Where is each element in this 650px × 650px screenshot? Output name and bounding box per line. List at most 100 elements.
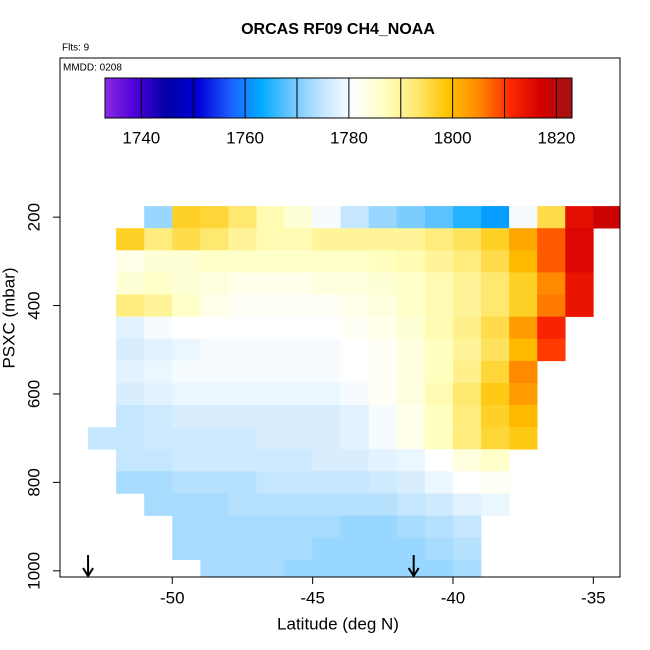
heatmap-cell <box>452 471 482 494</box>
heatmap-cell <box>228 405 257 428</box>
heatmap-cell <box>509 316 538 340</box>
heatmap-cell <box>312 206 342 229</box>
heatmap-cell <box>200 382 229 406</box>
heatmap-cell <box>424 228 454 251</box>
heatmap-cell <box>424 382 454 406</box>
heatmap-cell <box>368 316 398 340</box>
heatmap-cell <box>228 449 257 472</box>
heatmap-cell <box>396 206 426 229</box>
heatmap-cell <box>284 559 313 577</box>
heatmap-cell <box>537 206 566 229</box>
heatmap-cell <box>481 449 510 472</box>
heatmap-cell <box>368 228 398 251</box>
heatmap-cell <box>340 537 370 561</box>
chart-title: ORCAS RF09 CH4_NOAA <box>241 21 435 38</box>
heatmap-cell <box>228 515 257 538</box>
y-tick-label: 600 <box>24 380 43 408</box>
heatmap-cell <box>481 405 510 428</box>
heatmap-cell <box>452 338 482 362</box>
heatmap-cell <box>256 382 285 406</box>
heatmap-cell <box>452 294 482 317</box>
colorbar <box>104 77 573 119</box>
heatmap-cell <box>537 272 566 295</box>
heatmap-cell <box>88 427 117 450</box>
heatmap-cell <box>340 515 370 538</box>
heatmap-cell <box>172 382 201 406</box>
heatmap-cell <box>172 537 201 561</box>
heatmap-cell <box>509 360 538 384</box>
heatmap-cell <box>284 228 313 251</box>
heatmap-cell <box>172 449 201 472</box>
heatmap-cell <box>144 360 173 384</box>
heatmap-cell <box>452 537 482 561</box>
heatmap-cell <box>256 338 285 362</box>
heatmap-cell <box>396 515 426 538</box>
heatmap-cell <box>452 515 482 538</box>
heatmap-cell <box>537 294 566 317</box>
heatmap-cell <box>284 338 313 362</box>
arrow-head <box>82 567 94 578</box>
heatmap-cell <box>312 250 342 273</box>
x-tick-label: -50 <box>160 588 185 607</box>
heatmap-cell <box>312 471 342 494</box>
heatmap-cell <box>284 471 313 494</box>
heatmap-cell <box>228 206 257 229</box>
heatmap-cell <box>340 250 370 273</box>
heatmap-cell <box>481 206 510 229</box>
heatmap-cell <box>172 493 201 516</box>
heatmap-cell <box>228 360 257 384</box>
heatmap-cell <box>200 272 229 295</box>
heatmap-cell <box>172 515 201 538</box>
heatmap-cell <box>452 360 482 384</box>
heatmap-cell <box>116 316 145 340</box>
heatmap-cell <box>200 316 229 340</box>
heatmap-cell <box>116 405 145 428</box>
heatmap-cell <box>256 449 285 472</box>
heatmap-cell <box>228 294 257 317</box>
heatmap-cell <box>396 405 426 428</box>
heatmap-cell <box>256 537 285 561</box>
heatmap-cell <box>116 471 145 494</box>
heatmap-cell <box>228 338 257 362</box>
heatmap-cell <box>368 449 398 472</box>
heatmap-cell <box>452 427 482 450</box>
heatmap-cell <box>256 228 285 251</box>
heatmap-cell <box>200 294 229 317</box>
heatmap-cell <box>228 382 257 406</box>
heatmap-cell <box>312 316 342 340</box>
heatmap-cell <box>537 316 566 340</box>
heatmap-cell <box>396 360 426 384</box>
heatmap-cell <box>116 449 145 472</box>
heatmap-cell <box>256 493 285 516</box>
heatmap-cell <box>340 316 370 340</box>
heatmap-cell <box>312 272 342 295</box>
heatmap-cell <box>144 316 173 340</box>
heatmap-cell <box>200 228 229 251</box>
heatmap-cell <box>256 405 285 428</box>
heatmap-cell <box>452 206 482 229</box>
heatmap-cell <box>284 493 313 516</box>
heatmap-cell <box>200 338 229 362</box>
heatmap-cell <box>116 427 145 450</box>
heatmap-cell <box>424 471 454 494</box>
heatmap-cell <box>172 250 201 273</box>
heatmap-cell <box>116 228 145 251</box>
y-tick-label: 400 <box>24 291 43 319</box>
heatmap-cell <box>172 471 201 494</box>
heatmap-cell <box>424 449 454 472</box>
heatmap-cell <box>200 559 229 577</box>
heatmap-cell <box>368 471 398 494</box>
heatmap-cell <box>396 493 426 516</box>
heatmap-cell <box>396 559 426 577</box>
heatmap-cell <box>424 294 454 317</box>
heatmap-cell <box>284 250 313 273</box>
heatmap-cell <box>256 515 285 538</box>
heatmap-cell <box>312 360 342 384</box>
heatmap-cell <box>368 405 398 428</box>
heatmap-cell <box>144 272 173 295</box>
colorbar-tick-label: 1740 <box>122 128 160 147</box>
heatmap-cell <box>424 427 454 450</box>
heatmap-cell <box>368 206 398 229</box>
heatmap-cell <box>452 405 482 428</box>
heatmap-cell <box>340 405 370 428</box>
